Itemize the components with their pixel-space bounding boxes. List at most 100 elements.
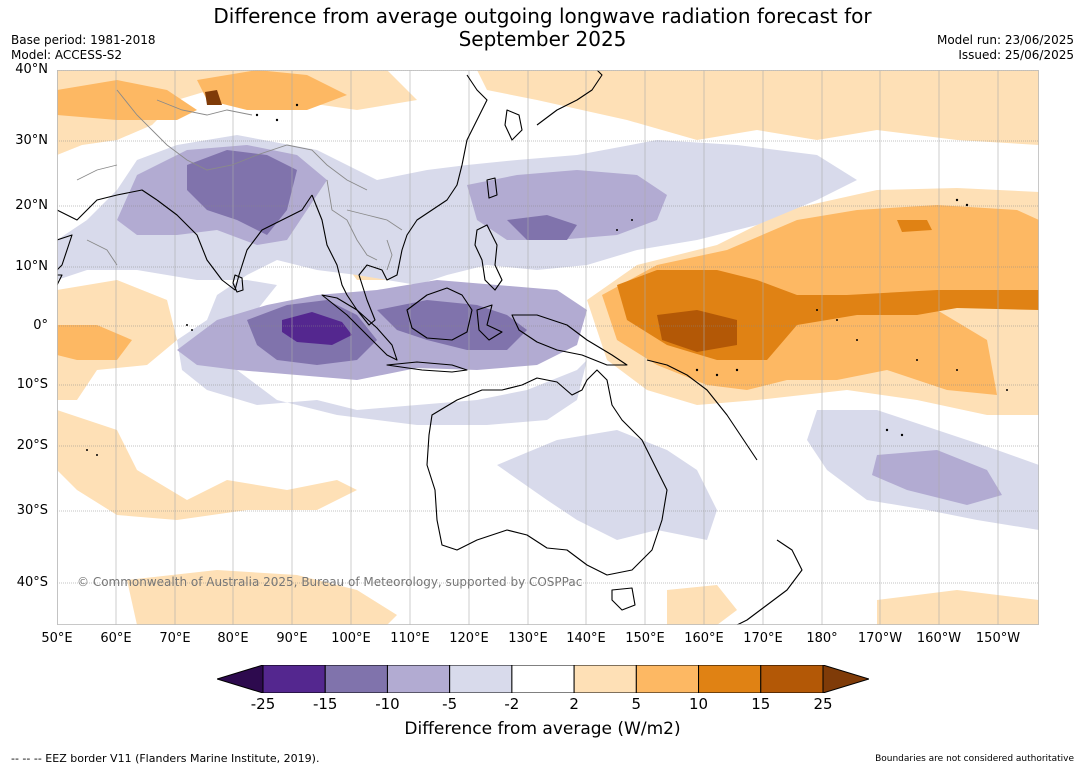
solomon-vanuatu: [646, 359, 758, 461]
model-name: Model: ACCESS-S2: [11, 48, 123, 62]
lon-label: 70°E: [159, 631, 191, 646]
lon-label: 150°W: [975, 631, 1021, 646]
lat-label: 30°S: [16, 503, 48, 518]
lon-label: 110°E: [390, 631, 430, 646]
burma-thailand-coast: [311, 74, 488, 326]
island-marks: [86, 103, 1008, 456]
strong-negative-anomaly-borneo: [377, 300, 527, 350]
colorbar-segment: [262, 665, 326, 693]
lon-label: 50°E: [41, 631, 73, 646]
title-line-1: Difference from average outgoing longwav…: [213, 4, 872, 28]
very-strong-positive-anomaly-pacific: [657, 310, 737, 352]
positive-anomaly-north-pacific: [477, 70, 1039, 145]
taiwan: [486, 177, 498, 199]
positive-anomaly-south-indian-ocean: [57, 410, 357, 520]
colorbar-segment: [386, 665, 451, 693]
colorbar-extend-high: [822, 665, 869, 693]
lat-label: 10°N: [15, 259, 48, 274]
colorbar-segment: [760, 665, 824, 693]
map-title: Difference from average outgoing longwav…: [0, 5, 1085, 51]
colorbar-tick-label: -10: [375, 695, 400, 713]
colorbar-segment: [573, 665, 637, 693]
colorbar: [217, 665, 869, 693]
anomaly-map: [57, 70, 1039, 625]
lat-label: 20°S: [16, 438, 48, 453]
moderate-positive-anomaly-northwest: [57, 80, 197, 120]
india-coast: [156, 194, 313, 291]
lat-label: 0°: [33, 318, 48, 333]
arabia-south: [57, 234, 73, 271]
colorbar-title: Difference from average (W/m2): [404, 719, 681, 739]
colorbar-tick-label: -5: [442, 695, 458, 713]
lon-label: 90°E: [276, 631, 308, 646]
moderate-positive-anomaly-west-indian: [57, 325, 132, 360]
colorbar-tick-label: -15: [312, 695, 338, 713]
issued-date: Issued: 25/06/2025: [958, 48, 1074, 62]
korea: [504, 109, 523, 141]
strong-positive-anomaly-north-pacific: [897, 220, 932, 232]
meta-right: Model run: 23/06/2025 Issued: 25/06/2025: [937, 33, 1074, 63]
new-guinea: [511, 314, 628, 366]
colorbar-segment: [635, 665, 700, 693]
borneo: [406, 287, 473, 341]
colorbar-tick-label: 5: [631, 695, 642, 713]
extreme-positive-anomaly-himalaya: [205, 90, 222, 105]
positive-anomaly-southern-ocean: [127, 570, 397, 625]
coastlines: [57, 70, 803, 625]
lon-label: 170°W: [857, 631, 903, 646]
lat-label: 20°N: [15, 198, 48, 213]
lon-label: 160°E: [684, 631, 724, 646]
new-zealand: [736, 539, 803, 625]
lon-label: 170°E: [743, 631, 783, 646]
positive-anomaly-south-pacific: [877, 590, 1039, 625]
strong-negative-anomaly-bay-of-bengal: [187, 150, 297, 235]
colorbar-tick-label: 2: [569, 695, 579, 713]
moderate-negative-anomaly-south-pacific: [872, 450, 1002, 505]
australia: [426, 369, 668, 576]
lon-label: 180°: [806, 631, 838, 646]
model-run: Model run: 23/06/2025: [936, 33, 1074, 47]
colorbar-tick-label: 25: [813, 695, 833, 713]
copyright-notice: © Commonwealth of Australia 2025, Bureau…: [77, 575, 583, 589]
sri-lanka: [232, 274, 244, 293]
colorbar-extend-low: [217, 665, 264, 693]
meta-left: Base period: 1981-2018 Model: ACCESS-S2: [11, 33, 156, 63]
tasmania: [611, 587, 636, 611]
eez-legend: -- -- -- EEZ border V11 (Flanders Marine…: [11, 752, 320, 765]
colorbar-tick-label: -2: [504, 695, 520, 713]
base-period: Base period: 1981-2018: [11, 33, 156, 47]
anomaly-shading: [57, 70, 1039, 625]
lon-label: 140°E: [566, 631, 606, 646]
africa-horn: [57, 274, 63, 286]
lat-label: 10°S: [16, 377, 48, 392]
very-strong-negative-anomaly-indian-ocean: [282, 312, 352, 345]
positive-anomaly-tasman: [667, 585, 737, 625]
colorbar-segment: [698, 665, 762, 693]
lon-label: 130°E: [508, 631, 548, 646]
colorbar-tick-label: -25: [250, 695, 276, 713]
philippines: [474, 224, 503, 291]
graticule: [57, 70, 1039, 584]
lon-label: 120°E: [449, 631, 489, 646]
lon-label: 160°W: [916, 631, 962, 646]
strong-negative-anomaly-philippine-sea: [507, 215, 577, 240]
colorbar-segment: [449, 665, 513, 693]
lon-label: 100°E: [331, 631, 371, 646]
java: [386, 361, 468, 373]
lat-label: 40°N: [15, 62, 48, 77]
colorbar-segment: [324, 665, 388, 693]
colorbar-tick-label: 15: [751, 695, 771, 713]
lon-label: 60°E: [100, 631, 132, 646]
title-line-2: September 2025: [458, 27, 627, 51]
lon-label: 80°E: [217, 631, 249, 646]
meridians: [57, 70, 999, 625]
moderate-positive-anomaly-tibet: [197, 70, 347, 110]
colorbar-tick-label: 10: [689, 695, 709, 713]
japan: [536, 70, 603, 126]
arabia-iran-coast: [57, 189, 158, 221]
sulawesi: [476, 304, 503, 341]
weak-negative-anomaly-australia: [497, 430, 717, 540]
colorbar-segment: [511, 665, 575, 693]
lon-label: 150°E: [625, 631, 665, 646]
boundaries-disclaimer: Boundaries are not considered authoritat…: [875, 754, 1074, 764]
